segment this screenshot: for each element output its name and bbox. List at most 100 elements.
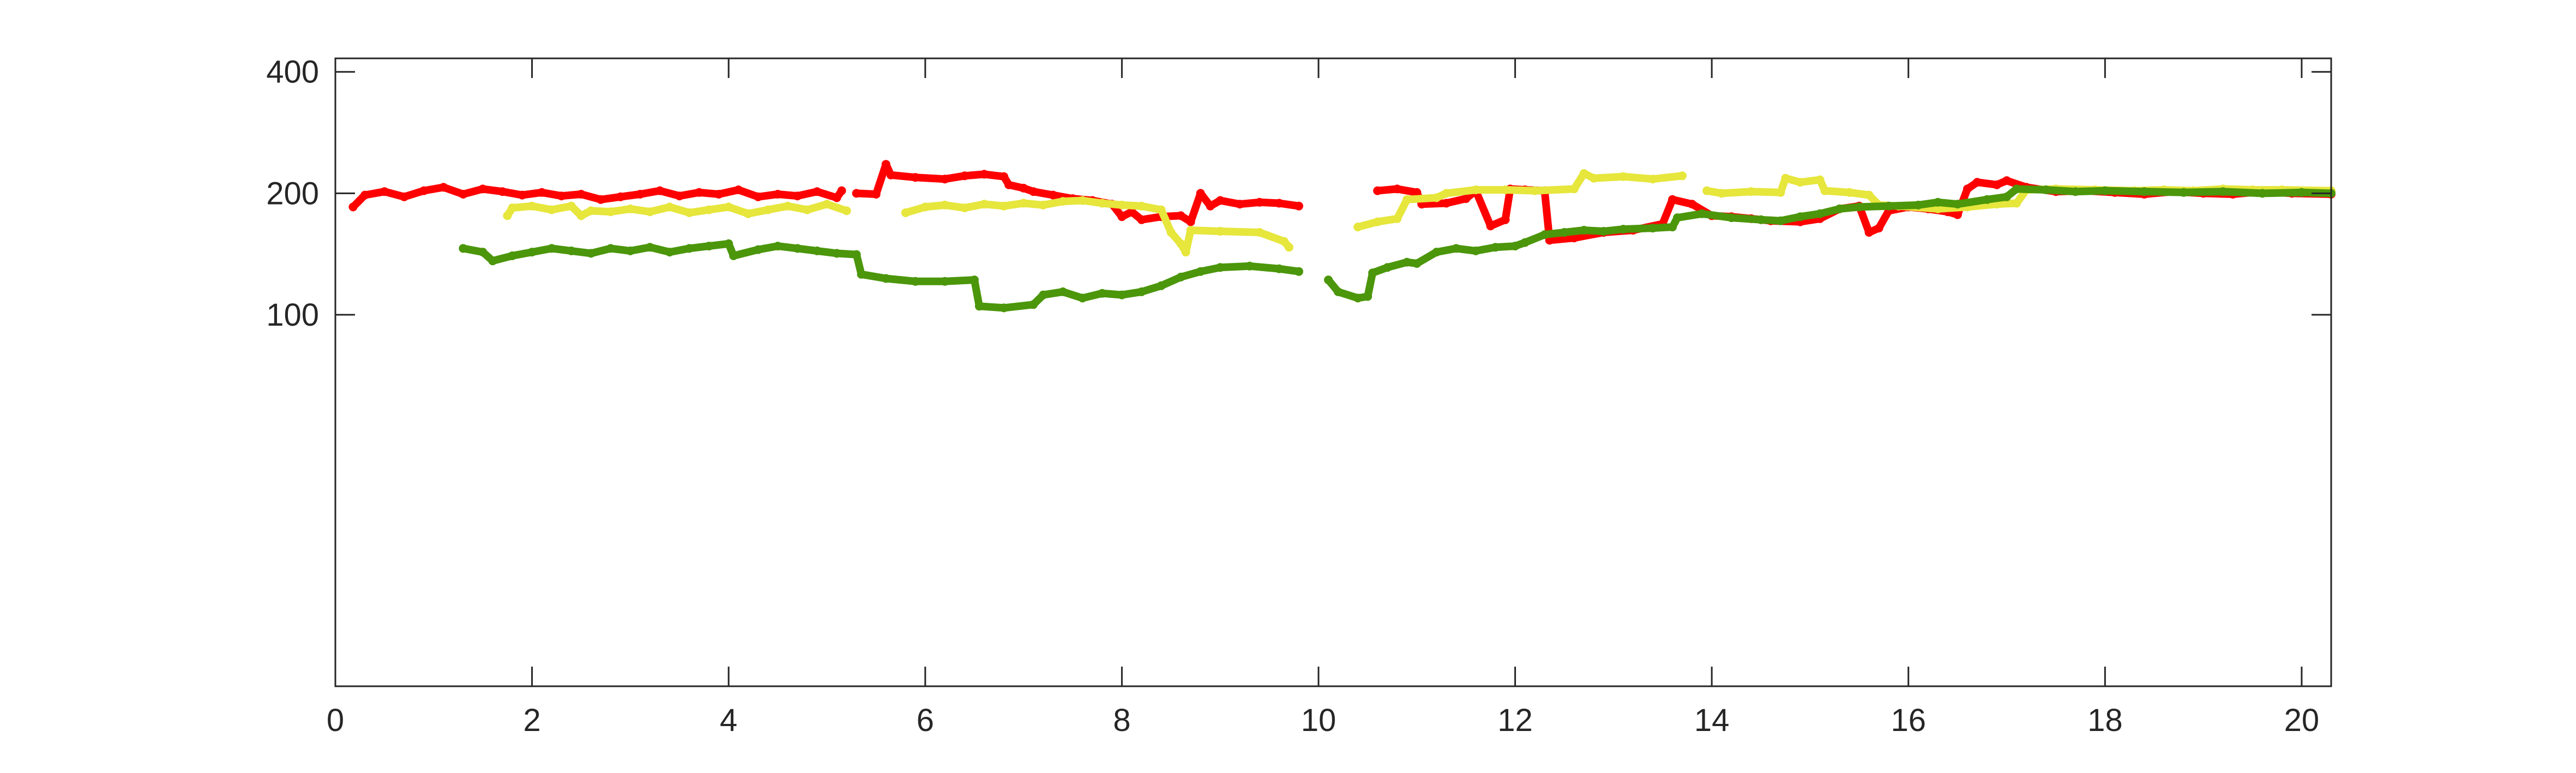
series-2-point xyxy=(576,211,586,220)
series-3-point xyxy=(665,248,674,257)
series-1-point xyxy=(695,188,704,197)
series-2-point xyxy=(1702,186,1712,195)
series-3-point xyxy=(1039,290,1048,299)
series-1-point xyxy=(852,189,861,198)
series-1-point xyxy=(1486,221,1495,231)
series-1-point xyxy=(360,190,370,200)
series-3-point xyxy=(724,239,733,248)
series-2-point xyxy=(1098,199,1107,208)
x-tick-label: 20 xyxy=(2284,703,2320,738)
ticks-layer: 0 2 4 6 8 10 12 14 16 18 20 100 200 400 xyxy=(266,55,2331,738)
series-3 xyxy=(459,184,2336,313)
series-2-point xyxy=(1815,175,1825,184)
series-1-point xyxy=(714,190,724,199)
series-3-point xyxy=(1137,287,1146,296)
series-3-point xyxy=(1294,267,1303,276)
x-tick-label: 16 xyxy=(1891,703,1926,738)
series-1-point xyxy=(1255,197,1264,207)
series-3-point xyxy=(1412,259,1422,268)
series-1-point xyxy=(1373,186,1382,195)
series-2-point xyxy=(1255,228,1264,237)
series-2-point xyxy=(1186,226,1195,235)
series-3-point xyxy=(1176,272,1185,281)
series-3-point xyxy=(1000,303,1008,313)
series-3-point xyxy=(2258,189,2267,198)
series-2-point xyxy=(1781,173,1790,183)
series-3-point xyxy=(970,275,979,285)
series-1-point xyxy=(537,188,546,197)
series-3-point xyxy=(1274,264,1284,273)
axes-layer xyxy=(334,57,2332,687)
series-1-point xyxy=(1127,207,1136,217)
series-1-point xyxy=(1000,172,1008,181)
series-1-point xyxy=(837,186,846,195)
series-1-point xyxy=(1235,200,1244,209)
series-2-point xyxy=(645,207,654,217)
series-2-point xyxy=(1181,248,1190,257)
series-2-point xyxy=(783,201,792,211)
series-3-point xyxy=(2002,192,2011,201)
series-3-point xyxy=(729,251,738,260)
series-1-point xyxy=(911,173,920,182)
series-3-point xyxy=(1368,268,1377,278)
series-2-point xyxy=(1864,190,1874,200)
series-2-point xyxy=(1166,228,1176,237)
series-2-point xyxy=(1820,186,1829,195)
y-tick-label: 400 xyxy=(266,55,319,90)
series-1-point xyxy=(1963,184,1972,194)
series-1-point xyxy=(439,183,448,192)
series-2-point xyxy=(1019,199,1028,208)
series-2-point xyxy=(901,208,910,217)
series-1-point xyxy=(1029,187,1038,196)
series-3-point xyxy=(1029,300,1038,309)
series-2-point xyxy=(1776,188,1785,197)
series-3-point xyxy=(1756,215,1766,224)
series-3-point xyxy=(625,246,635,255)
series-2-point xyxy=(1403,195,1412,204)
series-3-point xyxy=(1520,238,1530,247)
series-1-point xyxy=(596,195,605,204)
series-3-point xyxy=(2297,188,2306,197)
series-3-point xyxy=(508,251,517,260)
series-2-point xyxy=(1215,227,1225,236)
series-3-point xyxy=(793,244,802,253)
series-2-point xyxy=(980,200,989,209)
series-2-point xyxy=(1747,187,1756,196)
series-2-point xyxy=(724,202,733,212)
series-1-point xyxy=(1668,195,1677,204)
series-2-point xyxy=(547,205,556,214)
series-2-point xyxy=(2012,199,2021,208)
series-2-point xyxy=(1078,196,1087,205)
series-2-point xyxy=(1471,185,1480,194)
series-3-point xyxy=(852,250,861,259)
series-3-point xyxy=(567,246,576,255)
series-1-point xyxy=(1215,196,1225,205)
series-1-point xyxy=(1196,189,1205,198)
series-3-point xyxy=(2071,187,2080,196)
series-3-point xyxy=(2042,185,2051,194)
series-layer xyxy=(348,160,2336,313)
series-3-point xyxy=(1835,204,1844,213)
series-3-point xyxy=(685,244,694,253)
series-1-point xyxy=(886,170,895,179)
series-3-point xyxy=(1510,242,1520,251)
series-3-point xyxy=(1727,213,1736,223)
series-3-point xyxy=(527,248,537,257)
series-2-point xyxy=(803,205,812,214)
series-1-point xyxy=(1442,199,1451,208)
series-3-point xyxy=(1491,243,1500,252)
series-3-point xyxy=(911,277,920,286)
series-2-point xyxy=(1373,217,1382,226)
series-3-point xyxy=(645,243,654,252)
series-1-point xyxy=(655,186,664,195)
series-3-point xyxy=(2140,187,2149,196)
series-2-point xyxy=(1579,169,1588,178)
series-1-point xyxy=(960,171,969,181)
series-1-point xyxy=(1176,211,1185,220)
series-2-point xyxy=(1284,243,1293,252)
series-1-point xyxy=(734,185,743,194)
series-1-point xyxy=(348,202,358,212)
series-2-point xyxy=(1530,186,1539,195)
series-1-point xyxy=(871,190,881,199)
